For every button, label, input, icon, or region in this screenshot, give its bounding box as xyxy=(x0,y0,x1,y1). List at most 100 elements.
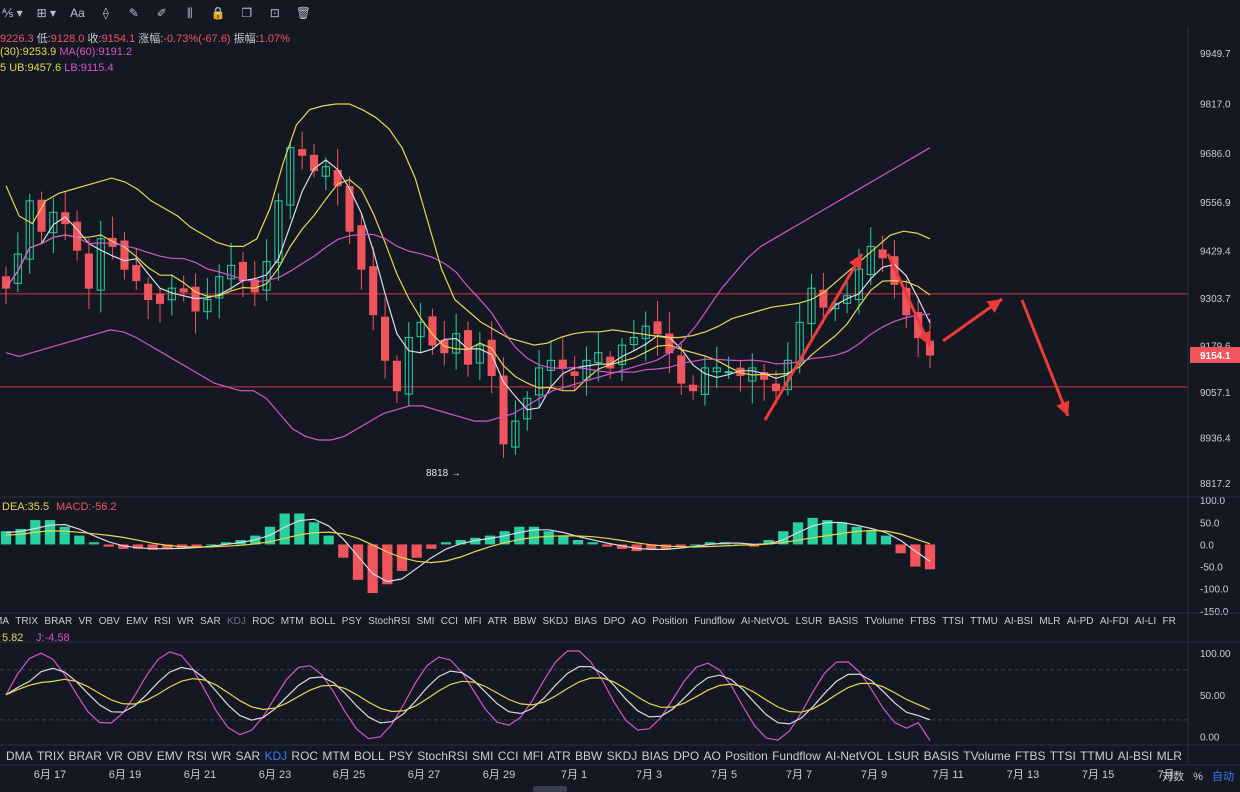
indicator-tab-basis[interactable]: BASIS xyxy=(923,749,959,763)
indicator-tab-stochrsi[interactable]: StochRSI xyxy=(417,749,468,763)
indicator-tab-trix[interactable]: TRIX xyxy=(36,749,65,763)
indicator-tab-dpo[interactable]: DPO xyxy=(673,749,700,763)
indicator-tab-dpo[interactable]: DPO xyxy=(603,616,626,627)
indicator-tab-ttmu[interactable]: TTMU xyxy=(970,616,998,627)
change-value: -0.73%(-67.6) xyxy=(163,33,231,45)
indicator-tab-smi[interactable]: SMI xyxy=(472,749,494,763)
indicator-tab-ai-li[interactable]: AI-LI xyxy=(1135,616,1157,627)
indicator-tab-lsur[interactable]: LSUR xyxy=(795,616,823,627)
indicator-tab-ttsi[interactable]: TTSI xyxy=(1049,749,1076,763)
auto-scale-toggle[interactable]: 自动 xyxy=(1212,771,1234,783)
indicator-tab-lsur[interactable]: LSUR xyxy=(887,749,920,763)
indicator-tab-mlr[interactable]: MLR xyxy=(1156,749,1182,763)
indicator-tab-vr[interactable]: VR xyxy=(78,616,93,627)
indicator-tab-kdj[interactable]: KDJ xyxy=(264,749,288,763)
candle-body xyxy=(416,321,425,338)
indicator-tab-obv[interactable]: OBV xyxy=(98,616,120,627)
indicator-tab-psy[interactable]: PSY xyxy=(388,749,413,763)
indicator-tab-wr[interactable]: WR xyxy=(211,749,232,763)
indicator-tab-ai-netvol[interactable]: AI-NetVOL xyxy=(741,616,790,627)
indicator-tab-kdj[interactable]: KDJ xyxy=(227,616,246,627)
log-scale-toggle[interactable]: 对数 xyxy=(1162,771,1185,783)
macd-histogram-bar xyxy=(308,522,320,545)
indicator-tab-wr[interactable]: WR xyxy=(177,616,194,627)
indicator-tab-cci[interactable]: CCI xyxy=(440,616,458,627)
indicator-tab-ftbs[interactable]: FTBS xyxy=(910,616,936,627)
brush-tool-icon[interactable]: ✎ xyxy=(128,6,139,20)
indicator-tab-dma[interactable]: DMA xyxy=(6,749,33,763)
candle-body xyxy=(511,420,520,448)
indicator-tab-rsi[interactable]: RSI xyxy=(186,749,207,763)
indicator-tab-mtm[interactable]: MTM xyxy=(322,749,350,763)
text-tool-icon[interactable]: Aa xyxy=(70,6,85,20)
indicator-tab-roc[interactable]: ROC xyxy=(252,616,275,627)
indicator-tab-roc[interactable]: ROC xyxy=(291,749,319,763)
indicator-tab-fr[interactable]: FR xyxy=(1162,616,1176,627)
indicator-tab-psy[interactable]: PSY xyxy=(341,616,362,627)
indicator-tab-obv[interactable]: OBV xyxy=(127,749,153,763)
indicator-tab-bias[interactable]: BIAS xyxy=(574,616,598,627)
indicator-tab-basis[interactable]: BASIS xyxy=(828,616,859,627)
indicator-tab-sar[interactable]: SAR xyxy=(235,749,261,763)
pattern-tool-icon[interactable]: ⟠ xyxy=(102,6,109,20)
indicator-tab-ftbs[interactable]: FTBS xyxy=(1014,749,1046,763)
indicator-tab-tvolume[interactable]: TVolume xyxy=(963,749,1011,763)
indicator-tab-bbw[interactable]: BBW xyxy=(575,749,603,763)
candle-body xyxy=(641,325,650,340)
indicator-tab-bias[interactable]: BIAS xyxy=(641,749,669,763)
indicator-tab-atr[interactable]: ATR xyxy=(547,749,571,763)
indicator-tab-sar[interactable]: SAR xyxy=(200,616,221,627)
indicator-tab-ai-bsi[interactable]: AI-BSI xyxy=(1117,749,1153,763)
indicator-tab-ttmu[interactable]: TTMU xyxy=(1080,749,1114,763)
indicator-tab-ttsi[interactable]: TTSI xyxy=(942,616,964,627)
indicator-tab-fundflow[interactable]: Fundflow xyxy=(694,616,735,627)
indicator-tab-bbw[interactable]: BBW xyxy=(513,616,537,627)
indicator-tab-skdj[interactable]: SKDJ xyxy=(606,749,638,763)
indicator-tab-brar[interactable]: BRAR xyxy=(44,616,73,627)
indicator-tab-rsi[interactable]: RSI xyxy=(154,616,171,627)
pencil-tool-icon[interactable]: ✐ xyxy=(156,6,167,20)
indicator-tab-atr[interactable]: ATR xyxy=(487,616,508,627)
copy-icon[interactable]: ❐ xyxy=(241,6,253,20)
indicator-tab-ao[interactable]: AO xyxy=(631,616,646,627)
measure-tool-icon[interactable]: ⫼ xyxy=(187,5,193,20)
macd-histogram-bar xyxy=(499,531,510,545)
indicator-tab-tvolume[interactable]: TVolume xyxy=(864,616,904,627)
indicator-tab-stochrsi[interactable]: StochRSI xyxy=(368,616,411,627)
indicator-tab-brar[interactable]: BRAR xyxy=(68,749,102,763)
indicator-tab-smi[interactable]: SMI xyxy=(416,616,435,627)
indicator-tab-boll[interactable]: BOLL xyxy=(353,749,385,763)
indicator-tab-boll[interactable]: BOLL xyxy=(309,616,336,627)
candle-body xyxy=(487,339,496,377)
crosshair-icon[interactable]: ⊞ ▾ xyxy=(36,6,57,20)
trash-icon[interactable]: 🗑 xyxy=(295,6,311,20)
indicator-tab-ai-fdi[interactable]: AI-FDI xyxy=(1099,616,1129,627)
indicator-tab-emv[interactable]: EMV xyxy=(126,616,148,627)
indicator-tab-ai-netvol[interactable]: AI-NetVOL xyxy=(825,749,884,763)
indicator-tab-fundflow[interactable]: Fundflow xyxy=(772,749,821,763)
indicator-tab-mtm[interactable]: MTM xyxy=(280,616,304,627)
indicator-tab-vr[interactable]: VR xyxy=(106,749,123,763)
indicator-tab-position[interactable]: Position xyxy=(652,616,688,627)
macd-histogram-bar xyxy=(44,520,56,545)
indicator-tab-ao[interactable]: AO xyxy=(703,749,721,763)
macd-histogram-bar xyxy=(147,544,158,550)
percent-scale-toggle[interactable]: % xyxy=(1193,771,1203,783)
indicator-tab-trix[interactable]: TRIX xyxy=(15,616,39,627)
screenshot-icon[interactable]: ⊡ xyxy=(269,6,280,20)
indicator-tab-emv[interactable]: EMV xyxy=(156,749,183,763)
indicator-tab-skdj[interactable]: SKDJ xyxy=(542,616,569,627)
indicator-tab-ma[interactable]: MA xyxy=(0,616,9,627)
indicator-tab-mfi[interactable]: MFI xyxy=(464,616,482,627)
indicator-tab-mfi[interactable]: MFI xyxy=(522,749,544,763)
change-label: 涨幅: xyxy=(138,33,164,45)
lock-icon[interactable]: 🔒 xyxy=(210,6,226,20)
indicator-tab-position[interactable]: Position xyxy=(725,749,768,763)
indicator-tab-cci[interactable]: CCI xyxy=(497,749,519,763)
indicator-tab-ai-bsi[interactable]: AI-BSI xyxy=(1004,616,1034,627)
chart-type-icon[interactable]: ⅍ ▾ xyxy=(2,6,23,20)
indicator-tab-mlr[interactable]: MLR xyxy=(1039,616,1061,627)
indicator-tab-ai-pd[interactable]: AI-PD xyxy=(1066,616,1094,627)
macd-histogram-bar xyxy=(528,526,540,545)
